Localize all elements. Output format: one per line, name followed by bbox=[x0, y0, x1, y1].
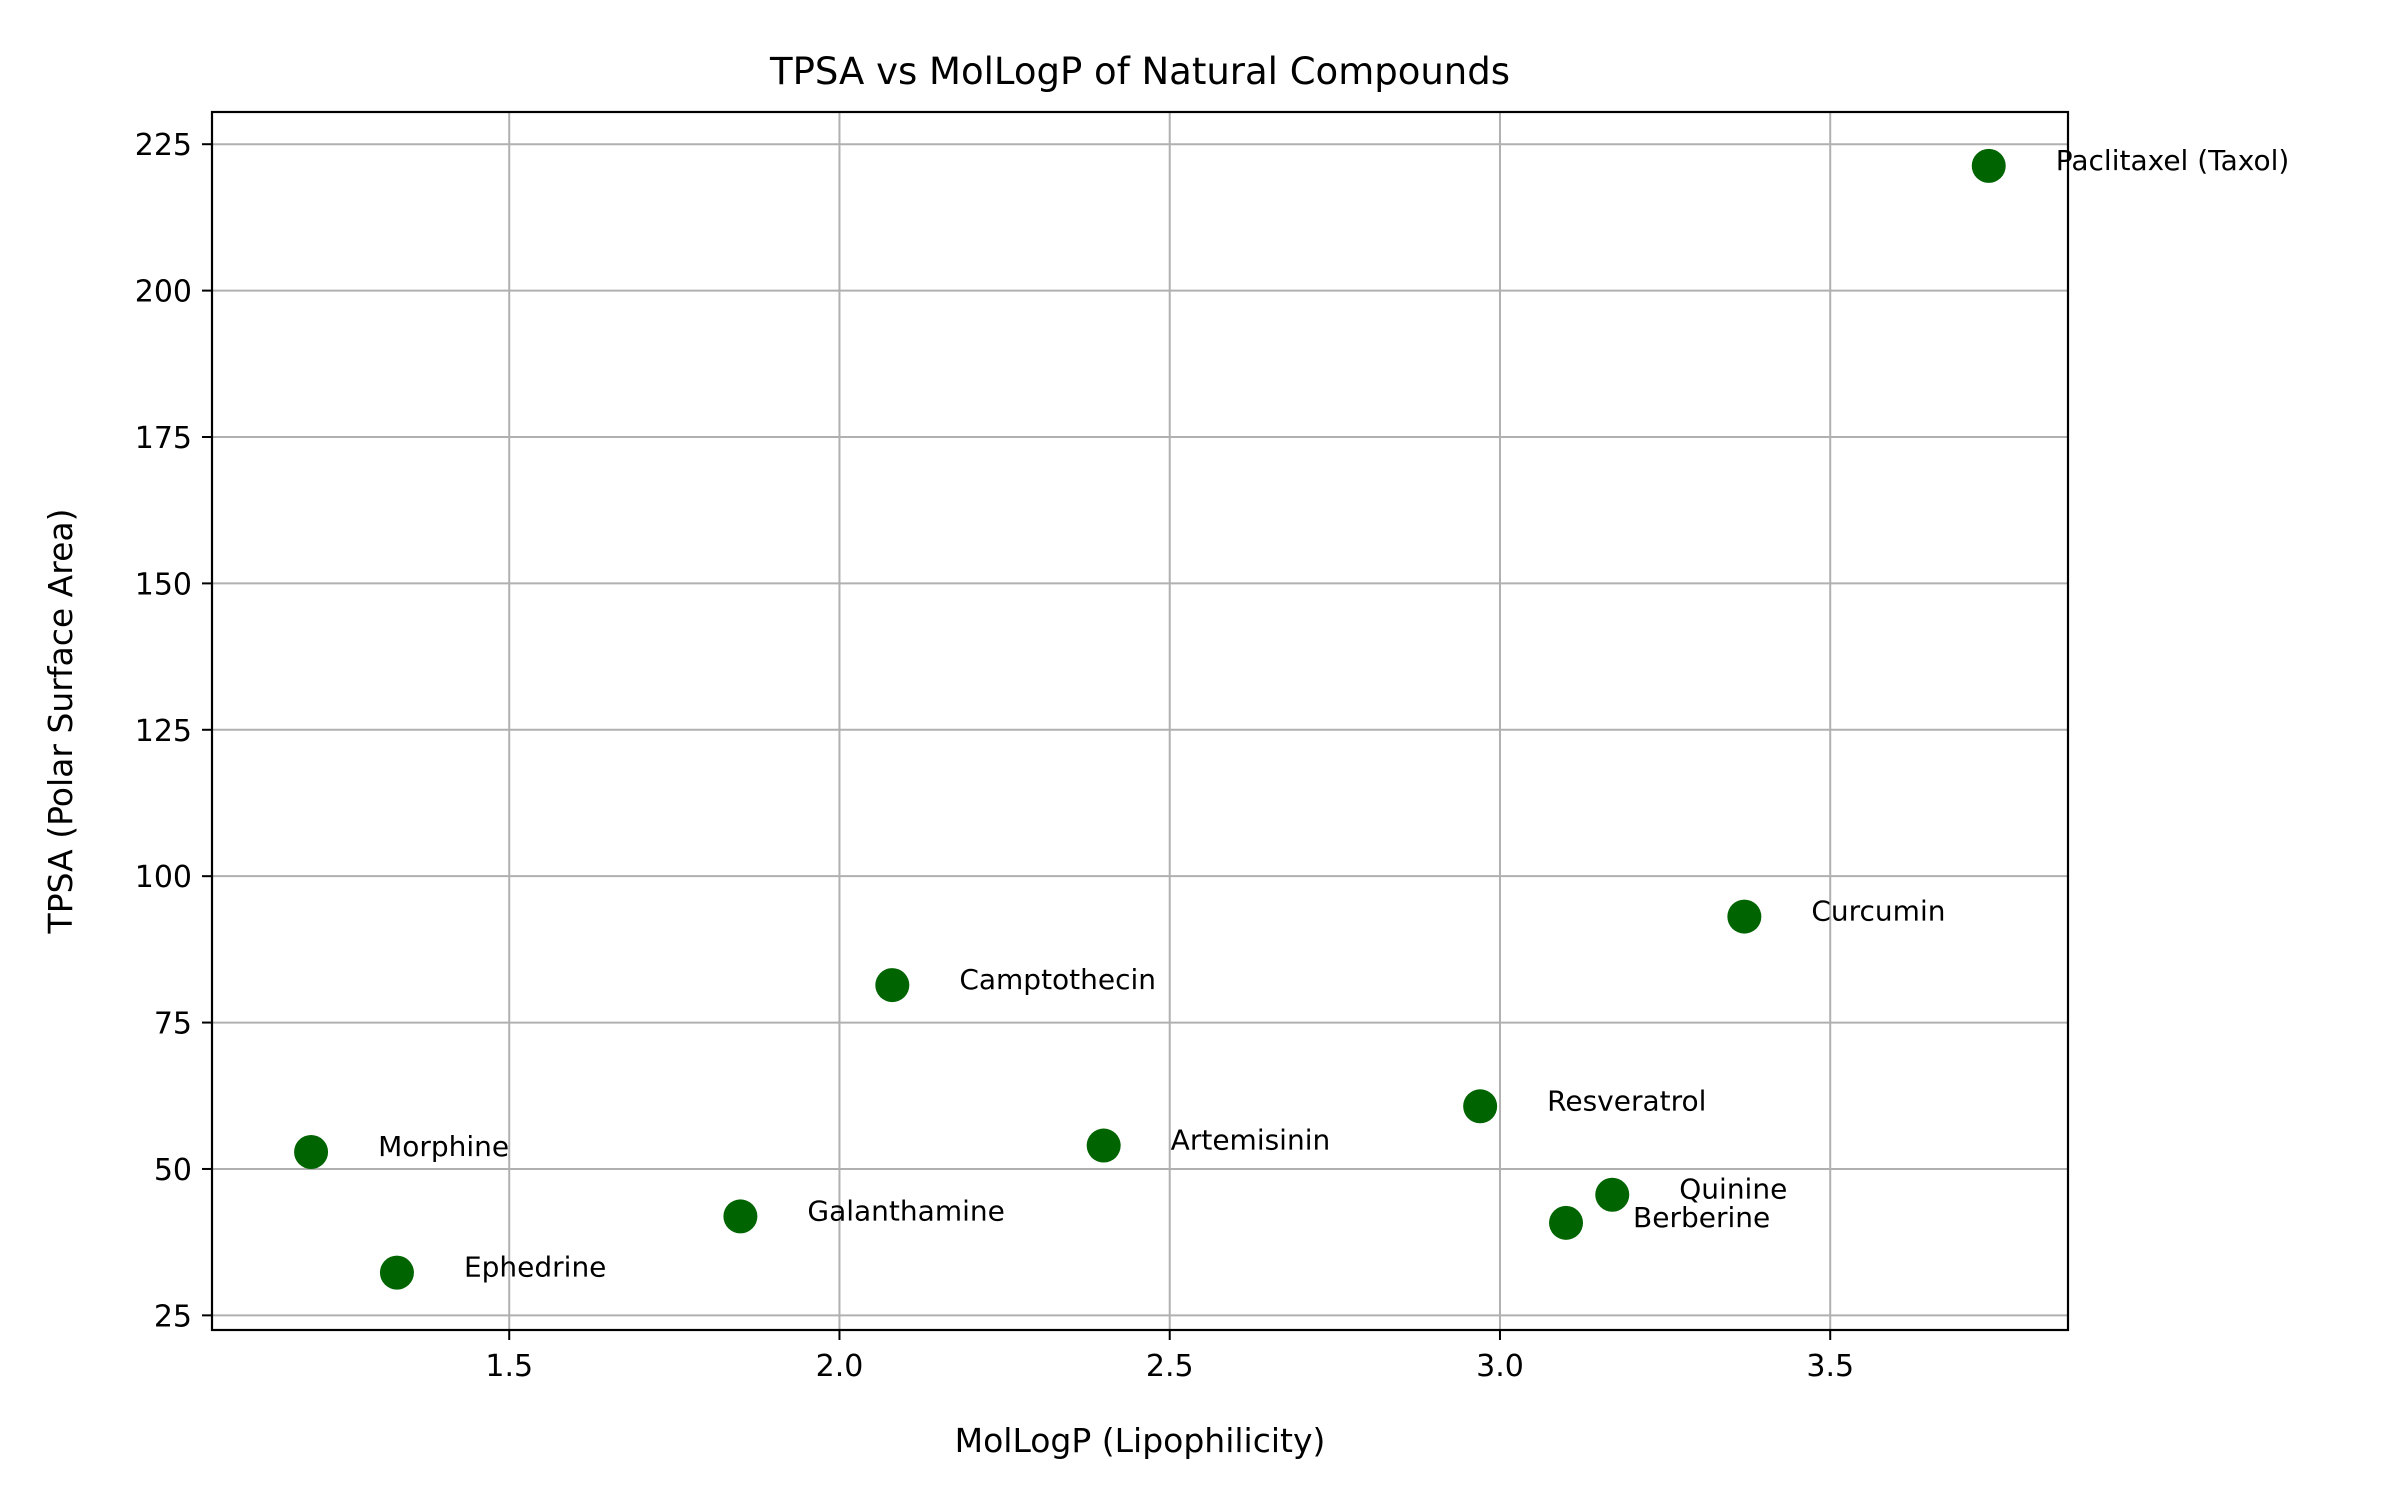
y-tick-label: 25 bbox=[154, 1299, 192, 1334]
data-points: Morphine Ephedrine Galanthamine Camptotheci… bbox=[294, 144, 2289, 1290]
x-tick-label: 3.0 bbox=[1476, 1349, 1524, 1384]
y-tick-label: 125 bbox=[135, 714, 192, 749]
data-point bbox=[294, 1134, 329, 1169]
point-label: Morphine bbox=[378, 1130, 509, 1163]
data-point bbox=[1463, 1089, 1498, 1124]
point-label: Curcumin bbox=[1811, 895, 1945, 928]
data-point bbox=[1595, 1177, 1630, 1212]
y-tick-label: 75 bbox=[154, 1007, 192, 1042]
y-axis-label: TPSA (Polar Surface Area) bbox=[41, 509, 80, 935]
y-tick-label: 150 bbox=[135, 567, 192, 602]
data-point bbox=[1549, 1205, 1584, 1240]
x-axis-label: MolLogP (Lipophilicity) bbox=[955, 1421, 1326, 1460]
point-label: Galanthamine bbox=[807, 1194, 1004, 1227]
data-point bbox=[1086, 1128, 1121, 1163]
data-point bbox=[875, 968, 910, 1003]
axis-ticks: 1.5 2.0 2.5 3.0 3.5 25 50 75 100 125 150 175 200 225 bbox=[135, 128, 1854, 1384]
y-tick-label: 200 bbox=[135, 275, 192, 310]
point-label: Artemisinin bbox=[1171, 1124, 1331, 1157]
data-point bbox=[379, 1255, 414, 1290]
point-label: Ephedrine bbox=[464, 1251, 606, 1284]
y-tick-label: 225 bbox=[135, 128, 192, 163]
point-label: Paclitaxel (Taxol) bbox=[2056, 144, 2290, 177]
data-point bbox=[723, 1199, 758, 1234]
point-label: Quinine bbox=[1679, 1173, 1787, 1206]
plot-frame bbox=[210, 110, 2070, 1332]
x-tick-label: 2.0 bbox=[816, 1349, 864, 1384]
y-tick-label: 175 bbox=[135, 421, 192, 456]
chart-title: TPSA vs MolLogP of Natural Compounds bbox=[769, 50, 1510, 93]
grid-lines bbox=[212, 112, 2068, 1330]
x-tick-label: 3.5 bbox=[1806, 1349, 1854, 1384]
data-point bbox=[1727, 899, 1762, 934]
x-tick-label: 2.5 bbox=[1146, 1349, 1194, 1384]
point-label: Resveratrol bbox=[1547, 1084, 1706, 1117]
x-tick-label: 1.5 bbox=[485, 1349, 533, 1384]
point-label: Berberine bbox=[1633, 1201, 1770, 1234]
y-tick-label: 50 bbox=[154, 1153, 192, 1188]
data-point bbox=[1971, 148, 2006, 183]
y-tick-label: 100 bbox=[135, 860, 192, 895]
point-label: Camptothecin bbox=[959, 963, 1156, 996]
